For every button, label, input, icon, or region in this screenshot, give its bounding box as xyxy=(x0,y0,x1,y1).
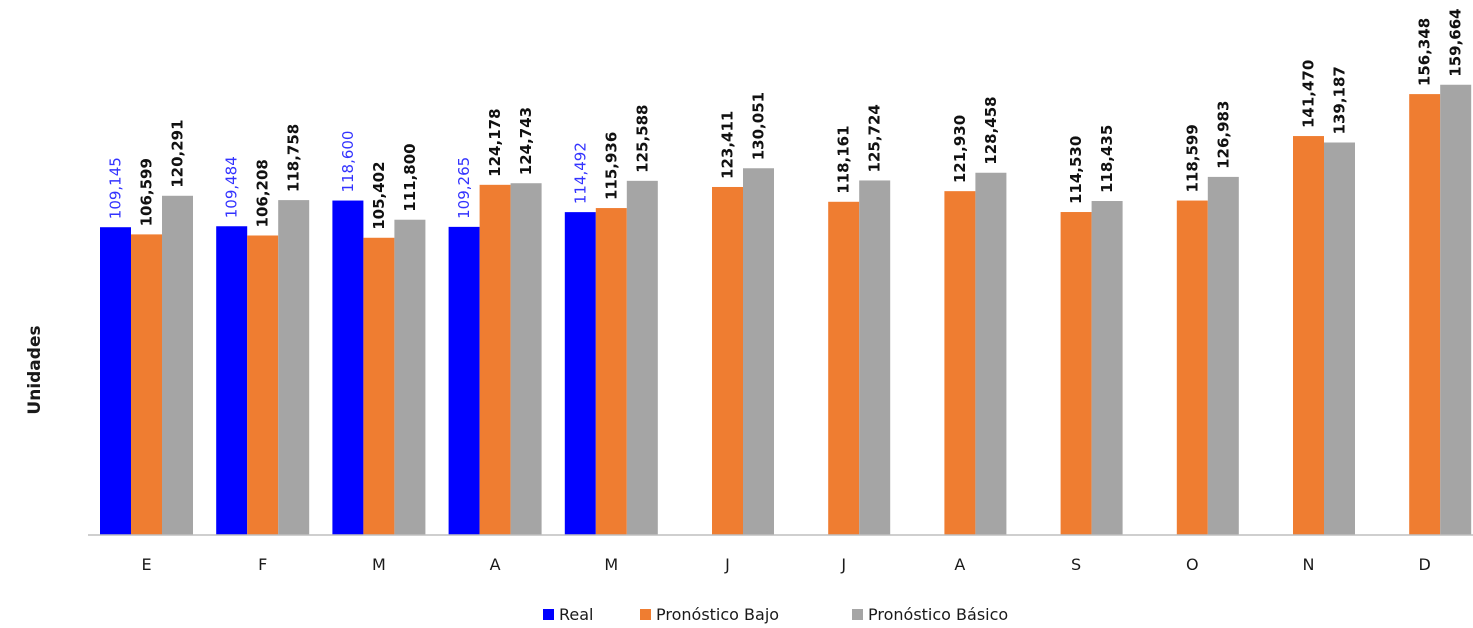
data-label-pron-stico-bajo-2: 105,402 xyxy=(370,161,388,229)
data-label-real-0: 109,145 xyxy=(107,157,125,219)
bar-pron-stico-bajo-10 xyxy=(1293,136,1324,535)
data-label-pron-stico-b-sico-11: 159,664 xyxy=(1447,8,1465,76)
data-label-pron-stico-bajo-7: 121,930 xyxy=(951,115,969,183)
legend-swatch-pron-stico-b-sico xyxy=(852,609,863,620)
x-tick-label-8: S xyxy=(1071,555,1081,574)
bar-pron-stico-bajo-4 xyxy=(595,208,627,535)
bar-pron-stico-b-sico-3 xyxy=(510,183,542,536)
data-label-pron-stico-bajo-6: 118,161 xyxy=(835,125,853,193)
legend-swatch-pron-stico-bajo xyxy=(640,609,651,620)
legend-swatch-real xyxy=(543,609,554,620)
bar-pron-stico-b-sico-5 xyxy=(743,168,774,536)
data-label-pron-stico-b-sico-9: 126,983 xyxy=(1214,101,1232,169)
bar-pron-stico-bajo-11 xyxy=(1409,94,1441,536)
bar-pron-stico-b-sico-9 xyxy=(1207,176,1239,535)
bar-pron-stico-b-sico-6 xyxy=(859,180,891,535)
x-tick-label-0: E xyxy=(141,555,151,574)
data-label-pron-stico-bajo-8: 114,530 xyxy=(1067,136,1085,204)
data-label-pron-stico-b-sico-0: 120,291 xyxy=(169,119,187,187)
bar-pron-stico-bajo-5 xyxy=(712,186,743,535)
data-label-pron-stico-b-sico-3: 124,743 xyxy=(517,107,535,175)
data-label-real-1: 109,484 xyxy=(223,156,241,218)
data-label-pron-stico-b-sico-7: 128,458 xyxy=(982,96,1000,164)
bar-real-0 xyxy=(100,227,131,535)
data-label-real-2: 118,600 xyxy=(339,131,357,193)
bar-pron-stico-b-sico-7 xyxy=(975,172,1007,535)
bar-pron-stico-b-sico-11 xyxy=(1440,84,1472,535)
data-label-pron-stico-bajo-3: 124,178 xyxy=(486,108,504,176)
data-label-pron-stico-bajo-9: 118,599 xyxy=(1183,124,1201,192)
bar-pron-stico-bajo-1 xyxy=(247,235,279,535)
legend-label-pron-stico-b-sico: Pronóstico Básico xyxy=(868,605,1008,624)
data-label-pron-stico-b-sico-8: 118,435 xyxy=(1098,125,1116,193)
bar-pron-stico-b-sico-4 xyxy=(626,180,658,535)
x-tick-label-9: O xyxy=(1186,555,1199,574)
bar-pron-stico-b-sico-10 xyxy=(1324,142,1355,535)
x-tick-label-11: D xyxy=(1419,555,1431,574)
legend-label-pron-stico-bajo: Pronóstico Bajo xyxy=(656,605,779,624)
data-label-real-4: 114,492 xyxy=(571,142,589,204)
data-label-pron-stico-b-sico-4: 125,588 xyxy=(633,105,651,173)
x-tick-label-6: J xyxy=(840,555,846,574)
y-axis-label: Unidades xyxy=(25,325,45,414)
bar-pron-stico-b-sico-1 xyxy=(278,200,310,535)
data-label-pron-stico-bajo-1: 106,208 xyxy=(254,159,272,227)
x-tick-label-5: J xyxy=(724,555,730,574)
bar-pron-stico-b-sico-8 xyxy=(1091,201,1123,535)
data-label-real-3: 109,265 xyxy=(455,157,473,219)
bar-pron-stico-bajo-0 xyxy=(131,234,162,536)
data-labels-group: 109,145 106,599 120,291 109,484 106,208 118,7… xyxy=(107,8,1465,229)
bar-pron-stico-bajo-8 xyxy=(1060,212,1092,536)
bars-group xyxy=(100,84,1472,536)
x-tick-label-3: A xyxy=(490,555,501,574)
bar-real-3 xyxy=(448,226,480,536)
data-label-pron-stico-b-sico-10: 139,187 xyxy=(1331,66,1349,134)
data-label-pron-stico-bajo-10: 141,470 xyxy=(1300,60,1318,128)
data-label-pron-stico-b-sico-1: 118,758 xyxy=(285,124,303,192)
data-label-pron-stico-bajo-0: 106,599 xyxy=(138,158,156,226)
data-label-pron-stico-bajo-5: 123,411 xyxy=(719,111,737,179)
x-tick-label-2: M xyxy=(372,555,386,574)
x-tick-label-7: A xyxy=(954,555,965,574)
bar-pron-stico-b-sico-2 xyxy=(394,219,426,535)
bar-real-1 xyxy=(216,226,248,535)
bar-pron-stico-bajo-7 xyxy=(944,191,976,535)
bar-pron-stico-bajo-2 xyxy=(363,237,395,535)
bar-pron-stico-bajo-6 xyxy=(828,201,860,535)
bar-pron-stico-b-sico-0 xyxy=(162,195,193,536)
legend: Real Pronóstico Bajo Pronóstico Básico xyxy=(543,605,1008,624)
x-tick-label-10: N xyxy=(1303,555,1315,574)
data-label-pron-stico-b-sico-5: 130,051 xyxy=(750,92,768,160)
bar-pron-stico-bajo-9 xyxy=(1176,200,1208,535)
data-label-pron-stico-b-sico-2: 111,800 xyxy=(401,143,419,211)
bar-real-4 xyxy=(564,212,596,535)
bar-real-2 xyxy=(332,200,364,535)
x-tick-label-4: M xyxy=(604,555,618,574)
legend-label-real: Real xyxy=(559,605,594,624)
data-label-pron-stico-bajo-4: 115,936 xyxy=(602,132,620,200)
bar-pron-stico-bajo-3 xyxy=(479,184,511,535)
x-tick-label-1: F xyxy=(258,555,267,574)
data-label-pron-stico-bajo-11: 156,348 xyxy=(1416,18,1434,86)
data-label-pron-stico-b-sico-6: 125,724 xyxy=(866,104,884,172)
